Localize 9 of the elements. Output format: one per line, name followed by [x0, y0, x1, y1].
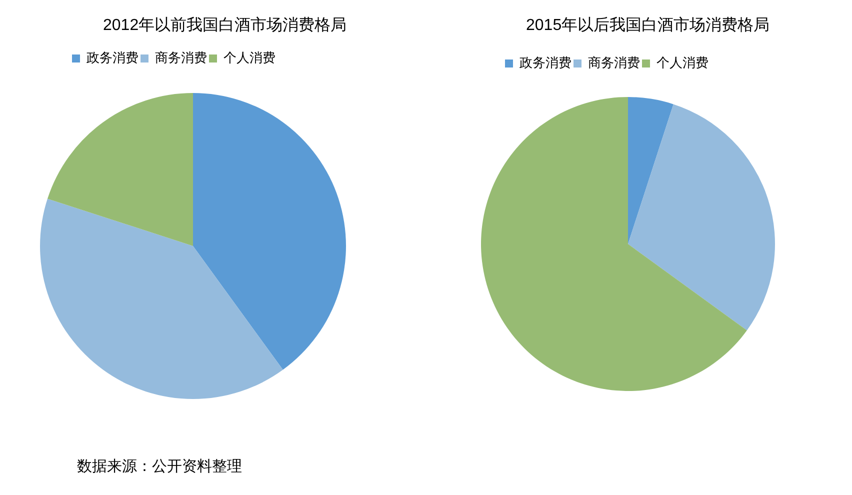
legend-label: 商务消费	[155, 50, 207, 66]
source-note: 数据来源：公开资料整理	[77, 458, 242, 476]
chart-title: 2015年以后我国白酒市场消费格局	[526, 17, 770, 35]
legend-label: 政务消费	[520, 55, 572, 70]
legend-label: 政务消费	[86, 50, 138, 66]
chart-title: 2012年以前我国白酒市场消费格局	[103, 17, 347, 35]
legend-label: 商务消费	[588, 55, 640, 70]
legend-label: 个人消费	[656, 55, 708, 70]
legend-label: 个人消费	[224, 50, 276, 66]
